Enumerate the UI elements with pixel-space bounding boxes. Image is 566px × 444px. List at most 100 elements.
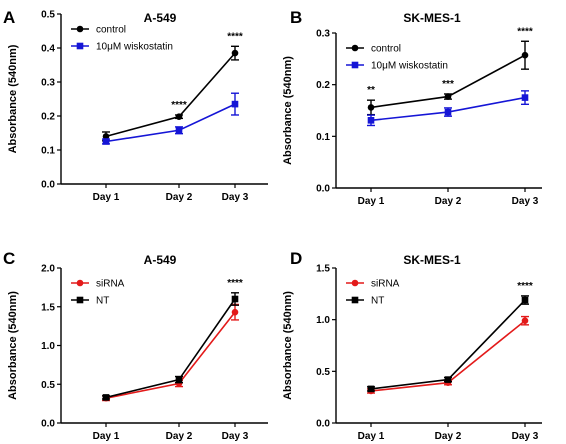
x-tick-label: Day 2 — [166, 431, 193, 442]
legend-marker — [76, 25, 84, 33]
data-point — [367, 104, 375, 111]
y-tick-label: 0.5 — [316, 367, 330, 378]
y-tick-label: 0.0 — [316, 419, 330, 430]
legend-label: NT — [371, 296, 384, 307]
y-tick-label: 0.3 — [41, 78, 55, 89]
legend-label: 10μM wiskostatin — [96, 42, 173, 53]
legend: control 10μM wiskostatin — [346, 44, 448, 72]
data-point — [367, 385, 375, 393]
data-point — [231, 295, 239, 303]
x-tick-label: Day 1 — [93, 192, 120, 203]
chart-title: SK-MES-1 — [403, 11, 461, 25]
legend-marker — [351, 44, 359, 52]
legend-marker — [351, 61, 359, 69]
significance-label: **** — [171, 100, 187, 111]
y-axis-label: Absorbance (540nm) — [282, 291, 294, 400]
data-point — [521, 51, 529, 59]
data-point — [521, 317, 529, 325]
y-tick-label: 0.1 — [41, 146, 55, 157]
chart-title: SK-MES-1 — [403, 253, 461, 267]
legend-label: NT — [96, 296, 109, 307]
panel-letter: A — [3, 8, 15, 27]
legend-marker — [351, 296, 359, 304]
significance-label: ** — [367, 85, 375, 96]
chart-title: A-549 — [144, 11, 177, 25]
data-point — [444, 93, 452, 100]
series-nt — [102, 292, 239, 401]
significance-label: **** — [517, 281, 533, 292]
y-tick-label: 2.0 — [41, 264, 55, 275]
y-tick-label: 0.5 — [41, 10, 55, 21]
legend-marker — [76, 42, 84, 50]
legend-marker — [351, 279, 359, 287]
data-point — [102, 133, 110, 140]
data-point — [444, 108, 452, 116]
data-point — [521, 94, 529, 101]
data-point — [175, 126, 183, 134]
series-nt — [367, 295, 529, 393]
legend-label: 10μM wiskostatin — [371, 61, 448, 72]
y-tick-label: 0.5 — [41, 380, 55, 391]
panel-d: D SK-MES-1 0.0 0.5 1.0 1.5 Day 1 Day 2 Day 3 Abso… — [282, 249, 542, 442]
series-line — [105, 298, 236, 399]
legend: siRNA NT — [71, 279, 125, 307]
data-point — [102, 394, 110, 401]
data-point — [102, 138, 110, 145]
y-axis-label: Absorbance (540nm) — [7, 291, 19, 400]
y-tick-label: 0.1 — [316, 132, 330, 143]
panel-a: A A-549 0.0 0.1 0.2 0.3 0.4 0.5 Day 1 Day 2 Day 3 A… — [3, 8, 268, 203]
data-point — [231, 49, 239, 57]
x-tick-label: Day 3 — [222, 192, 249, 203]
x-tick-label: Day 3 — [512, 431, 539, 442]
panel-c: C A-549 0.0 0.5 1.0 1.5 2.0 Day 1 Day 2 Day 3 Abso… — [3, 249, 268, 442]
data-point — [231, 308, 239, 316]
y-tick-label: 0.4 — [41, 44, 55, 55]
series-10-m-wiskostatin — [367, 90, 529, 127]
legend-label: siRNA — [371, 279, 400, 290]
legend-label: siRNA — [96, 279, 125, 290]
legend-label: control — [371, 44, 401, 55]
data-point — [175, 376, 183, 383]
significance-label: **** — [227, 31, 243, 42]
y-tick-label: 1.0 — [316, 315, 330, 326]
significance-label: *** — [442, 79, 454, 90]
panel-letter: C — [3, 249, 15, 268]
series-line — [370, 299, 526, 390]
series-line — [105, 52, 236, 138]
x-tick-label: Day 1 — [358, 431, 385, 442]
x-tick-label: Day 1 — [358, 196, 385, 207]
panel-letter: D — [290, 249, 302, 268]
y-axis-label: Absorbance (540nm) — [7, 44, 19, 153]
data-point — [175, 113, 183, 120]
chart-title: A-549 — [144, 253, 177, 267]
y-tick-label: 0.2 — [41, 112, 55, 123]
x-tick-label: Day 1 — [93, 431, 120, 442]
series-control — [102, 45, 239, 142]
y-tick-label: 0.0 — [41, 419, 55, 430]
significance-label: **** — [517, 26, 533, 37]
data-point — [231, 100, 239, 108]
legend: control 10μM wiskostatin — [71, 25, 173, 53]
series-10-m-wiskostatin — [102, 92, 239, 145]
x-tick-label: Day 2 — [166, 192, 193, 203]
significance-label: **** — [227, 278, 243, 289]
legend-marker — [76, 279, 84, 287]
y-tick-label: 1.0 — [41, 341, 55, 352]
y-tick-label: 0.0 — [316, 184, 330, 195]
series-line — [105, 311, 236, 399]
y-tick-label: 0.2 — [316, 80, 330, 91]
y-tick-label: 1.5 — [316, 264, 330, 275]
legend-label: control — [96, 25, 126, 36]
x-tick-label: Day 3 — [512, 196, 539, 207]
legend: siRNA NT — [346, 279, 400, 307]
legend-marker — [76, 296, 84, 304]
y-tick-label: 0.3 — [316, 29, 330, 40]
data-point — [367, 117, 375, 124]
data-point — [444, 376, 452, 383]
data-point — [521, 296, 529, 304]
x-tick-label: Day 3 — [222, 431, 249, 442]
x-tick-label: Day 2 — [435, 431, 462, 442]
y-axis-label: Absorbance (540nm) — [282, 56, 294, 165]
series-sirna — [102, 303, 239, 402]
